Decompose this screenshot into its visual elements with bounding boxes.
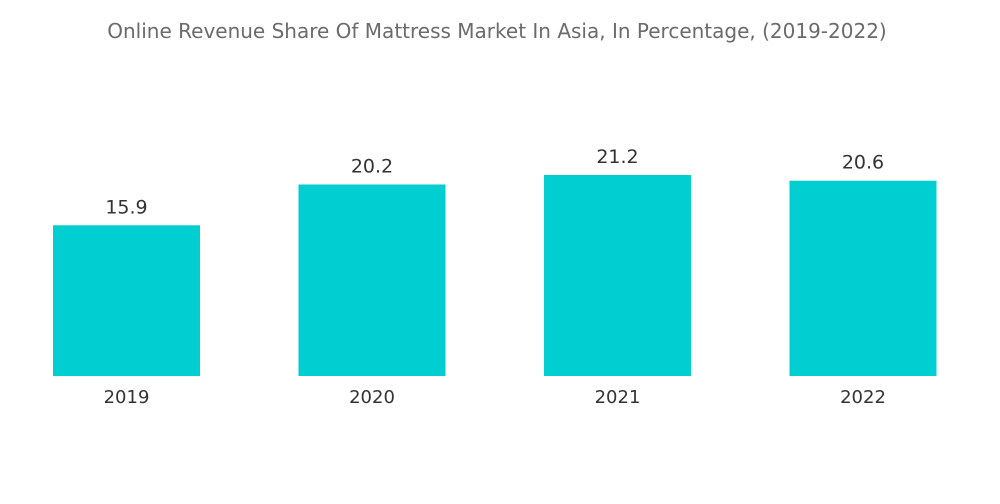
chart-title: Online Revenue Share Of Mattress Market … — [107, 19, 886, 43]
x-axis-tick-labels: 2019 2020 2021 2022 — [104, 387, 886, 408]
value-label-2020: 20.2 — [351, 156, 393, 178]
value-label-2021: 21.2 — [596, 146, 638, 168]
bar-2020 — [298, 184, 446, 376]
bar-2019 — [53, 225, 200, 377]
value-label-2022: 20.6 — [842, 152, 884, 174]
value-label-2019: 15.9 — [105, 196, 147, 218]
x-tick-label-2019: 2019 — [104, 387, 150, 408]
x-tick-label-2021: 2021 — [595, 387, 641, 408]
bar-2022 — [789, 180, 937, 376]
bars-group — [53, 175, 937, 377]
x-tick-label-2022: 2022 — [840, 387, 886, 408]
bar-2021 — [544, 175, 691, 376]
x-tick-label-2020: 2020 — [349, 387, 395, 408]
value-labels-group: 15.9 20.2 21.2 20.6 — [105, 146, 884, 218]
